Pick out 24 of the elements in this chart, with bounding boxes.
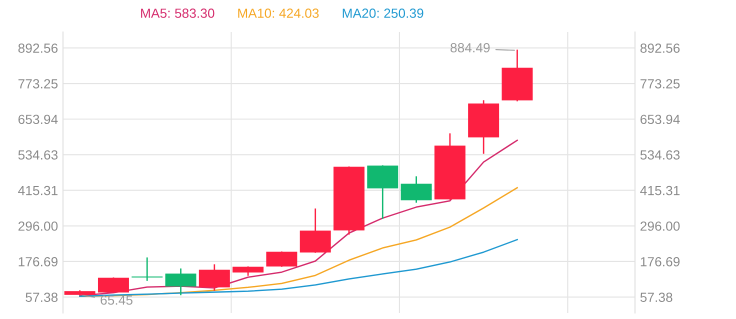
y-tick-label: 296.00 bbox=[18, 221, 58, 231]
y-tick-label: 176.69 bbox=[18, 257, 58, 266]
y2-tick-label: 534.63 bbox=[640, 150, 680, 160]
y2-tick-label: 57.38 bbox=[640, 292, 672, 302]
y-tick-label: 773.25 bbox=[18, 79, 58, 88]
line-series bbox=[79, 140, 518, 296]
y2-tick-label: 892.56 bbox=[640, 44, 680, 53]
annotation: 65.45 bbox=[100, 295, 132, 305]
y2-tick-label: 773.25 bbox=[640, 79, 680, 88]
annotation: 884.49 bbox=[450, 43, 490, 52]
y-tick-label: 892.56 bbox=[18, 44, 58, 53]
y-tick-label: 653.94 bbox=[18, 114, 58, 124]
y2-tick-label: 296.00 bbox=[640, 221, 680, 231]
y2-tick-label: 653.94 bbox=[640, 114, 680, 124]
y-tick-label: 415.31 bbox=[18, 186, 58, 196]
text: MA5: 583.30 bbox=[141, 8, 214, 18]
y-tick-label: 534.63 bbox=[18, 150, 58, 160]
y2-tick-label: 176.69 bbox=[640, 257, 680, 266]
y-tick-label: 57.38 bbox=[26, 292, 58, 302]
text: MA10: 424.03 bbox=[238, 8, 319, 18]
y2-tick-label: 415.31 bbox=[640, 186, 680, 196]
candlestick bbox=[132, 257, 163, 281]
text: MA20: 250.39 bbox=[342, 8, 424, 18]
line-series bbox=[79, 238, 518, 297]
